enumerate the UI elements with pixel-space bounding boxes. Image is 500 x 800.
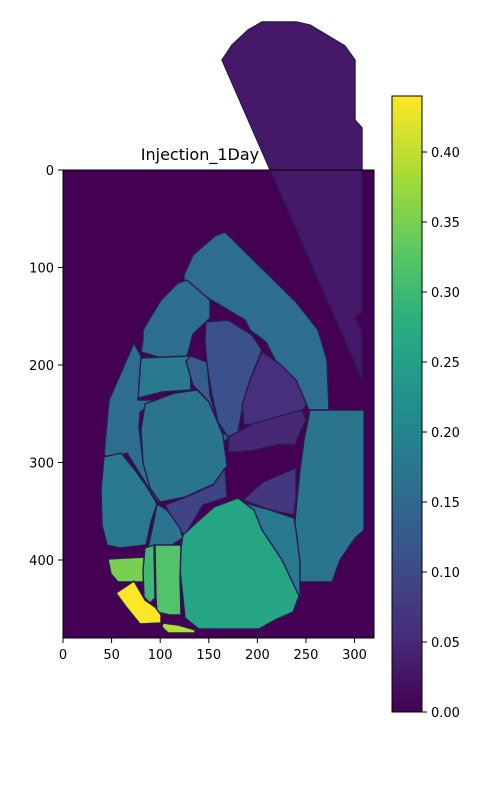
x-tick-label: 50 (103, 648, 120, 663)
colorbar-tick-label: 0.25 (431, 356, 460, 371)
y-tick-label: 0 (46, 164, 54, 179)
plot-frame (62, 169, 375, 639)
y-tick-label: 400 (29, 554, 54, 569)
region-r-small-column (142, 544, 156, 604)
region-r-yellow (115, 580, 162, 625)
region-r-big-green (178, 497, 300, 630)
region-r-upper-left (140, 279, 211, 361)
x-tick-label: 200 (245, 648, 270, 663)
colorbar-tick-label: 0.40 (431, 146, 460, 161)
y-tick-label: 100 (29, 262, 54, 277)
region-r-light-green-left (107, 556, 147, 583)
colorbar-ticks: 0.00 0.05 0.10 0.15 0.20 0.25 0.30 0.35 0.40 (422, 146, 460, 721)
x-tick-label: 300 (342, 648, 367, 663)
region-r-dark-band (227, 409, 307, 453)
colorbar-tick-label: 0.00 (431, 706, 460, 721)
region-r-right-big (294, 409, 365, 583)
regions-layer (100, 21, 365, 634)
x-tick-label: 150 (196, 648, 221, 663)
region-r-small-mid (147, 503, 184, 549)
x-tick-label: 250 (294, 648, 319, 663)
y-tick-label: 200 (29, 359, 54, 374)
region-r-yellow-green-bottom (161, 622, 196, 634)
colorbar-tick-label: 0.30 (431, 286, 460, 301)
x-axis: 0 50 100 150 200 250 300 (59, 638, 367, 663)
colorbar-tick-label: 0.10 (431, 566, 460, 581)
region-r-top-right (221, 21, 363, 381)
colorbar-tick-label: 0.15 (431, 496, 460, 511)
colorbar-frame (391, 95, 423, 713)
colorbar-tick-label: 0.35 (431, 216, 460, 231)
x-tick-label: 0 (59, 648, 67, 663)
y-axis: 0 100 200 300 400 (29, 164, 63, 569)
chart-title: Injection_1Day PC3 (141, 145, 295, 165)
region-r-left-edge (100, 452, 158, 549)
colorbar-tick-label: 0.20 (431, 426, 460, 441)
colorbar-tick-label: 0.05 (431, 636, 460, 651)
x-tick-label: 100 (148, 648, 173, 663)
y-tick-label: 300 (29, 457, 54, 472)
region-r-green-center (154, 544, 182, 616)
colorbar (392, 96, 422, 712)
